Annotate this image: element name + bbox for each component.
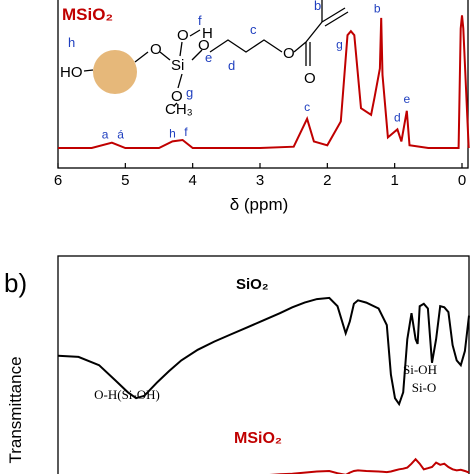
structure-ch3: CH₃ bbox=[165, 101, 193, 118]
ftir-panel: b) Transmittance SiO₂ MSiO₂ O-H(Si-OH) Si… bbox=[4, 255, 470, 474]
bond bbox=[321, 7, 346, 23]
ftir-annotation: Si-O bbox=[412, 380, 437, 395]
bond bbox=[191, 49, 203, 61]
nmr-x-tick-label: 5 bbox=[121, 172, 129, 189]
nmr-peak-label-f: f bbox=[184, 125, 188, 139]
ftir-annotation: O-H(Si-OH) bbox=[94, 387, 160, 402]
structure-letter-h: h bbox=[68, 35, 75, 50]
structure-o-ester: O bbox=[283, 45, 295, 62]
bond bbox=[293, 41, 307, 53]
ftir-frame bbox=[57, 255, 470, 474]
bond bbox=[83, 69, 94, 72]
nmr-peak-label-e: e bbox=[403, 92, 410, 106]
bond bbox=[173, 102, 178, 107]
structure-ho: HO bbox=[60, 64, 83, 81]
bond bbox=[305, 21, 323, 43]
bond bbox=[324, 11, 349, 27]
ftir-label-msio2: MSiO₂ bbox=[234, 430, 282, 447]
structure-letter-g: g bbox=[186, 85, 193, 100]
structure-o-carbonyl: O bbox=[304, 70, 316, 87]
nmr-tick-labels: 6 5 4 3 2 1 0 bbox=[54, 163, 466, 189]
nmr-axes bbox=[57, 0, 469, 169]
ftir-series-msio2 bbox=[269, 457, 470, 474]
structure-letter-c: c bbox=[250, 22, 257, 37]
structure-title: MSiO₂ bbox=[62, 5, 113, 24]
nmr-frame bbox=[57, 0, 469, 169]
nmr-x-tick-label: 1 bbox=[390, 172, 398, 189]
ftir-label-sio2: SiO₂ bbox=[236, 276, 269, 293]
silica-particle bbox=[93, 50, 137, 94]
nmr-x-tick-label: 3 bbox=[256, 172, 264, 189]
structure-o-right: O bbox=[198, 37, 210, 54]
ftir-series-sio2 bbox=[57, 296, 470, 407]
ftir-y-axis-label: Transmittance bbox=[6, 356, 25, 463]
ftir-annotations: O-H(Si-OH) Si-OH Si-O bbox=[94, 362, 437, 402]
nmr-x-tick-label: 6 bbox=[54, 172, 62, 189]
bond bbox=[177, 73, 183, 89]
ftir-annotation: Si-OH bbox=[403, 362, 437, 377]
nmr-peak-label-á: á bbox=[117, 128, 124, 142]
bond bbox=[159, 51, 171, 61]
structure-h: H bbox=[202, 25, 213, 42]
bond bbox=[134, 51, 149, 63]
structure-o-bottom: O bbox=[171, 88, 183, 105]
nmr-x-tick-label: 0 bbox=[458, 172, 466, 189]
structure-letter-b: b bbox=[314, 0, 321, 13]
nmr-peak-label-c: c bbox=[304, 100, 310, 114]
nmr-x-tick-label: 4 bbox=[188, 172, 196, 189]
nmr-series-msio2 bbox=[58, 15, 470, 149]
nmr-peak-label-h: h bbox=[169, 126, 176, 140]
structure-schematic: MSiO₂ HO O Si O H O O CH₃ O O bbox=[60, 0, 349, 118]
nmr-peak-label-d: d bbox=[394, 110, 401, 124]
structure-letter-e: e bbox=[205, 50, 212, 65]
structure-o-top: O bbox=[177, 27, 189, 44]
structure-letter-f: f bbox=[198, 13, 202, 28]
nmr-peak-label-a: a bbox=[102, 128, 109, 142]
panel-label-b: b) bbox=[4, 268, 27, 298]
structure-o-left: O bbox=[150, 41, 162, 58]
propyl-chain bbox=[209, 39, 283, 53]
structure-letter-d: d bbox=[228, 58, 235, 73]
bond bbox=[179, 41, 183, 57]
nmr-x-axis-label: δ (ppm) bbox=[230, 195, 289, 214]
bond bbox=[189, 29, 201, 37]
structure-si: Si bbox=[171, 57, 184, 74]
nmr-peak-label-b: b bbox=[374, 2, 381, 16]
nmr-x-tick-label: 2 bbox=[323, 172, 331, 189]
nmr-peak-label-g: g bbox=[336, 37, 343, 51]
